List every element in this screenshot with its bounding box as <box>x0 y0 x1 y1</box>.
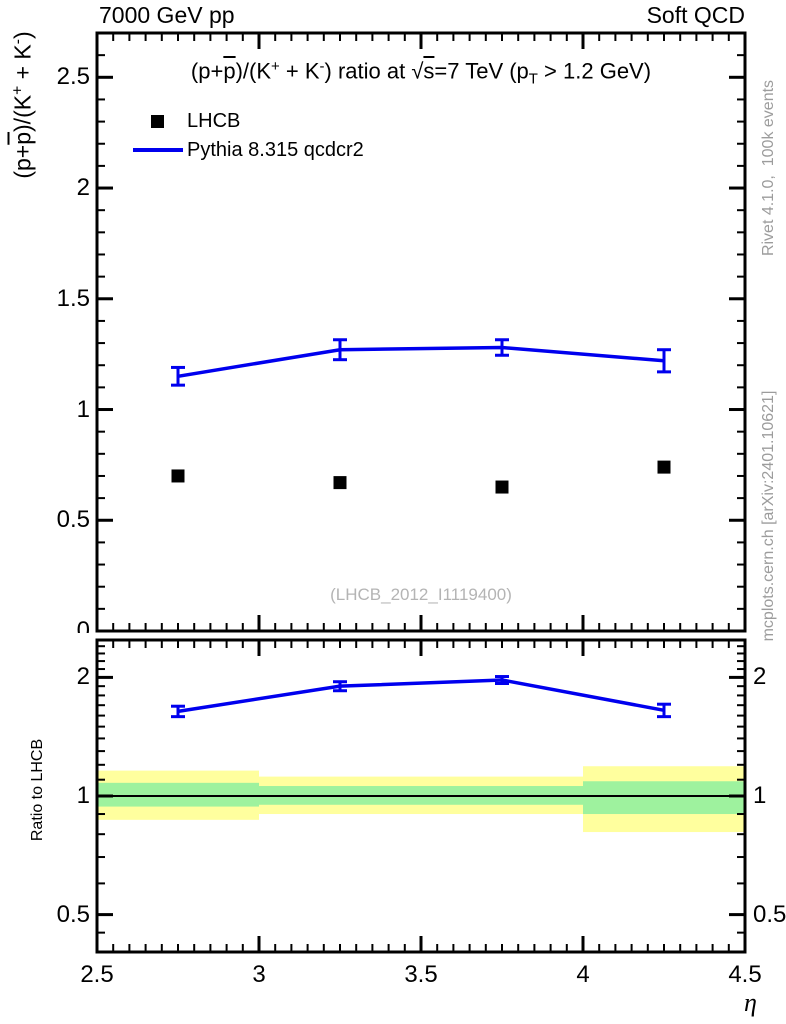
plot-title: (p+p)/(K+ + K-) ratio at √s=7 TeV (pT > … <box>97 58 745 88</box>
rivet-version-note: Rivet 4.1.0, 100k events <box>760 79 777 257</box>
title-fragment: (p+ <box>9 144 36 179</box>
x-axis-title-eta: η <box>744 988 757 1017</box>
ratio-band-inner <box>583 781 745 815</box>
ratio-y-tick-label: 1 <box>76 782 90 809</box>
ratio-band-inner <box>97 782 259 807</box>
title-fragment: + <box>271 58 280 75</box>
x-tick-label: 4.5 <box>728 961 762 988</box>
y-tick-label: 1 <box>76 395 90 423</box>
title-fragment: - <box>319 58 325 75</box>
title-fragment: T <box>528 70 538 88</box>
y-tick-label-clipped: 0 <box>0 618 90 633</box>
x-tick-label: 2.5 <box>80 961 114 988</box>
title-fragment: s <box>423 58 435 84</box>
ratio-y-tick-label-right: 1 <box>753 782 767 809</box>
title-fragment: + K <box>279 58 320 84</box>
title-fragment: > 1.2 GeV) <box>537 58 652 84</box>
pythia-line <box>177 345 665 379</box>
y-tick-label: 0 <box>76 618 90 633</box>
y-tick-label: 2.5 <box>56 63 90 91</box>
legend-label-pythia: Pythia 8.315 qcdcr2 <box>187 138 364 161</box>
legend-label-lhcb: LHCB <box>187 109 241 132</box>
y-tick-label: 1.5 <box>56 284 90 312</box>
y-tick-label: 0.5 <box>56 506 90 534</box>
title-fragment: =7 TeV (p <box>434 58 529 84</box>
x-tick-label: 3 <box>252 961 266 988</box>
watermark-analysis-id: (LHCB_2012_I1119400) <box>330 585 512 604</box>
pythia-line-marker-icon <box>132 148 183 152</box>
ratio-pythia-line <box>177 678 665 714</box>
title-fragment: )/(K <box>9 94 36 132</box>
title-fragment: p <box>9 131 36 145</box>
title-fragment: - <box>9 39 27 45</box>
y-axis-title: (p+p)/(K+ + K-) <box>10 31 37 178</box>
lhcb-data-point <box>333 476 347 490</box>
title-fragment: ) ratio at <box>324 58 412 84</box>
x-tick-label: 3.5 <box>404 961 438 988</box>
title-fragment: (p+ <box>190 58 224 84</box>
y-tick-label: 2 <box>76 174 90 202</box>
title-fragment: p <box>223 58 236 84</box>
mcplots-reference-note: mcplots.cern.ch [arXiv:2401.10621] <box>760 390 777 642</box>
ratio-y-tick-label: 2 <box>76 663 90 691</box>
legend-item-pythia: Pythia 8.315 qcdcr2 <box>128 138 364 162</box>
legend-item-lhcb: LHCB <box>128 109 240 133</box>
x-tick-label: 4 <box>576 961 590 988</box>
header-beam-label: 7000 GeV pp <box>99 2 235 28</box>
header-process-label: Soft QCD <box>646 2 745 28</box>
ratio-y-tick-label-right: 0.5 <box>753 900 786 928</box>
ratio-y-tick-label-right: 2 <box>753 663 767 691</box>
lhcb-data-point <box>495 480 509 494</box>
ratio-y-tick-label: 0.5 <box>56 900 90 928</box>
lhcb-data-point <box>657 460 671 474</box>
lhcb-data-point <box>171 469 185 483</box>
title-fragment: ) <box>9 31 36 40</box>
lhcb-square-marker-icon <box>151 114 164 128</box>
title-fragment: )/(K <box>235 58 272 84</box>
title-fragment: √ <box>411 58 424 84</box>
